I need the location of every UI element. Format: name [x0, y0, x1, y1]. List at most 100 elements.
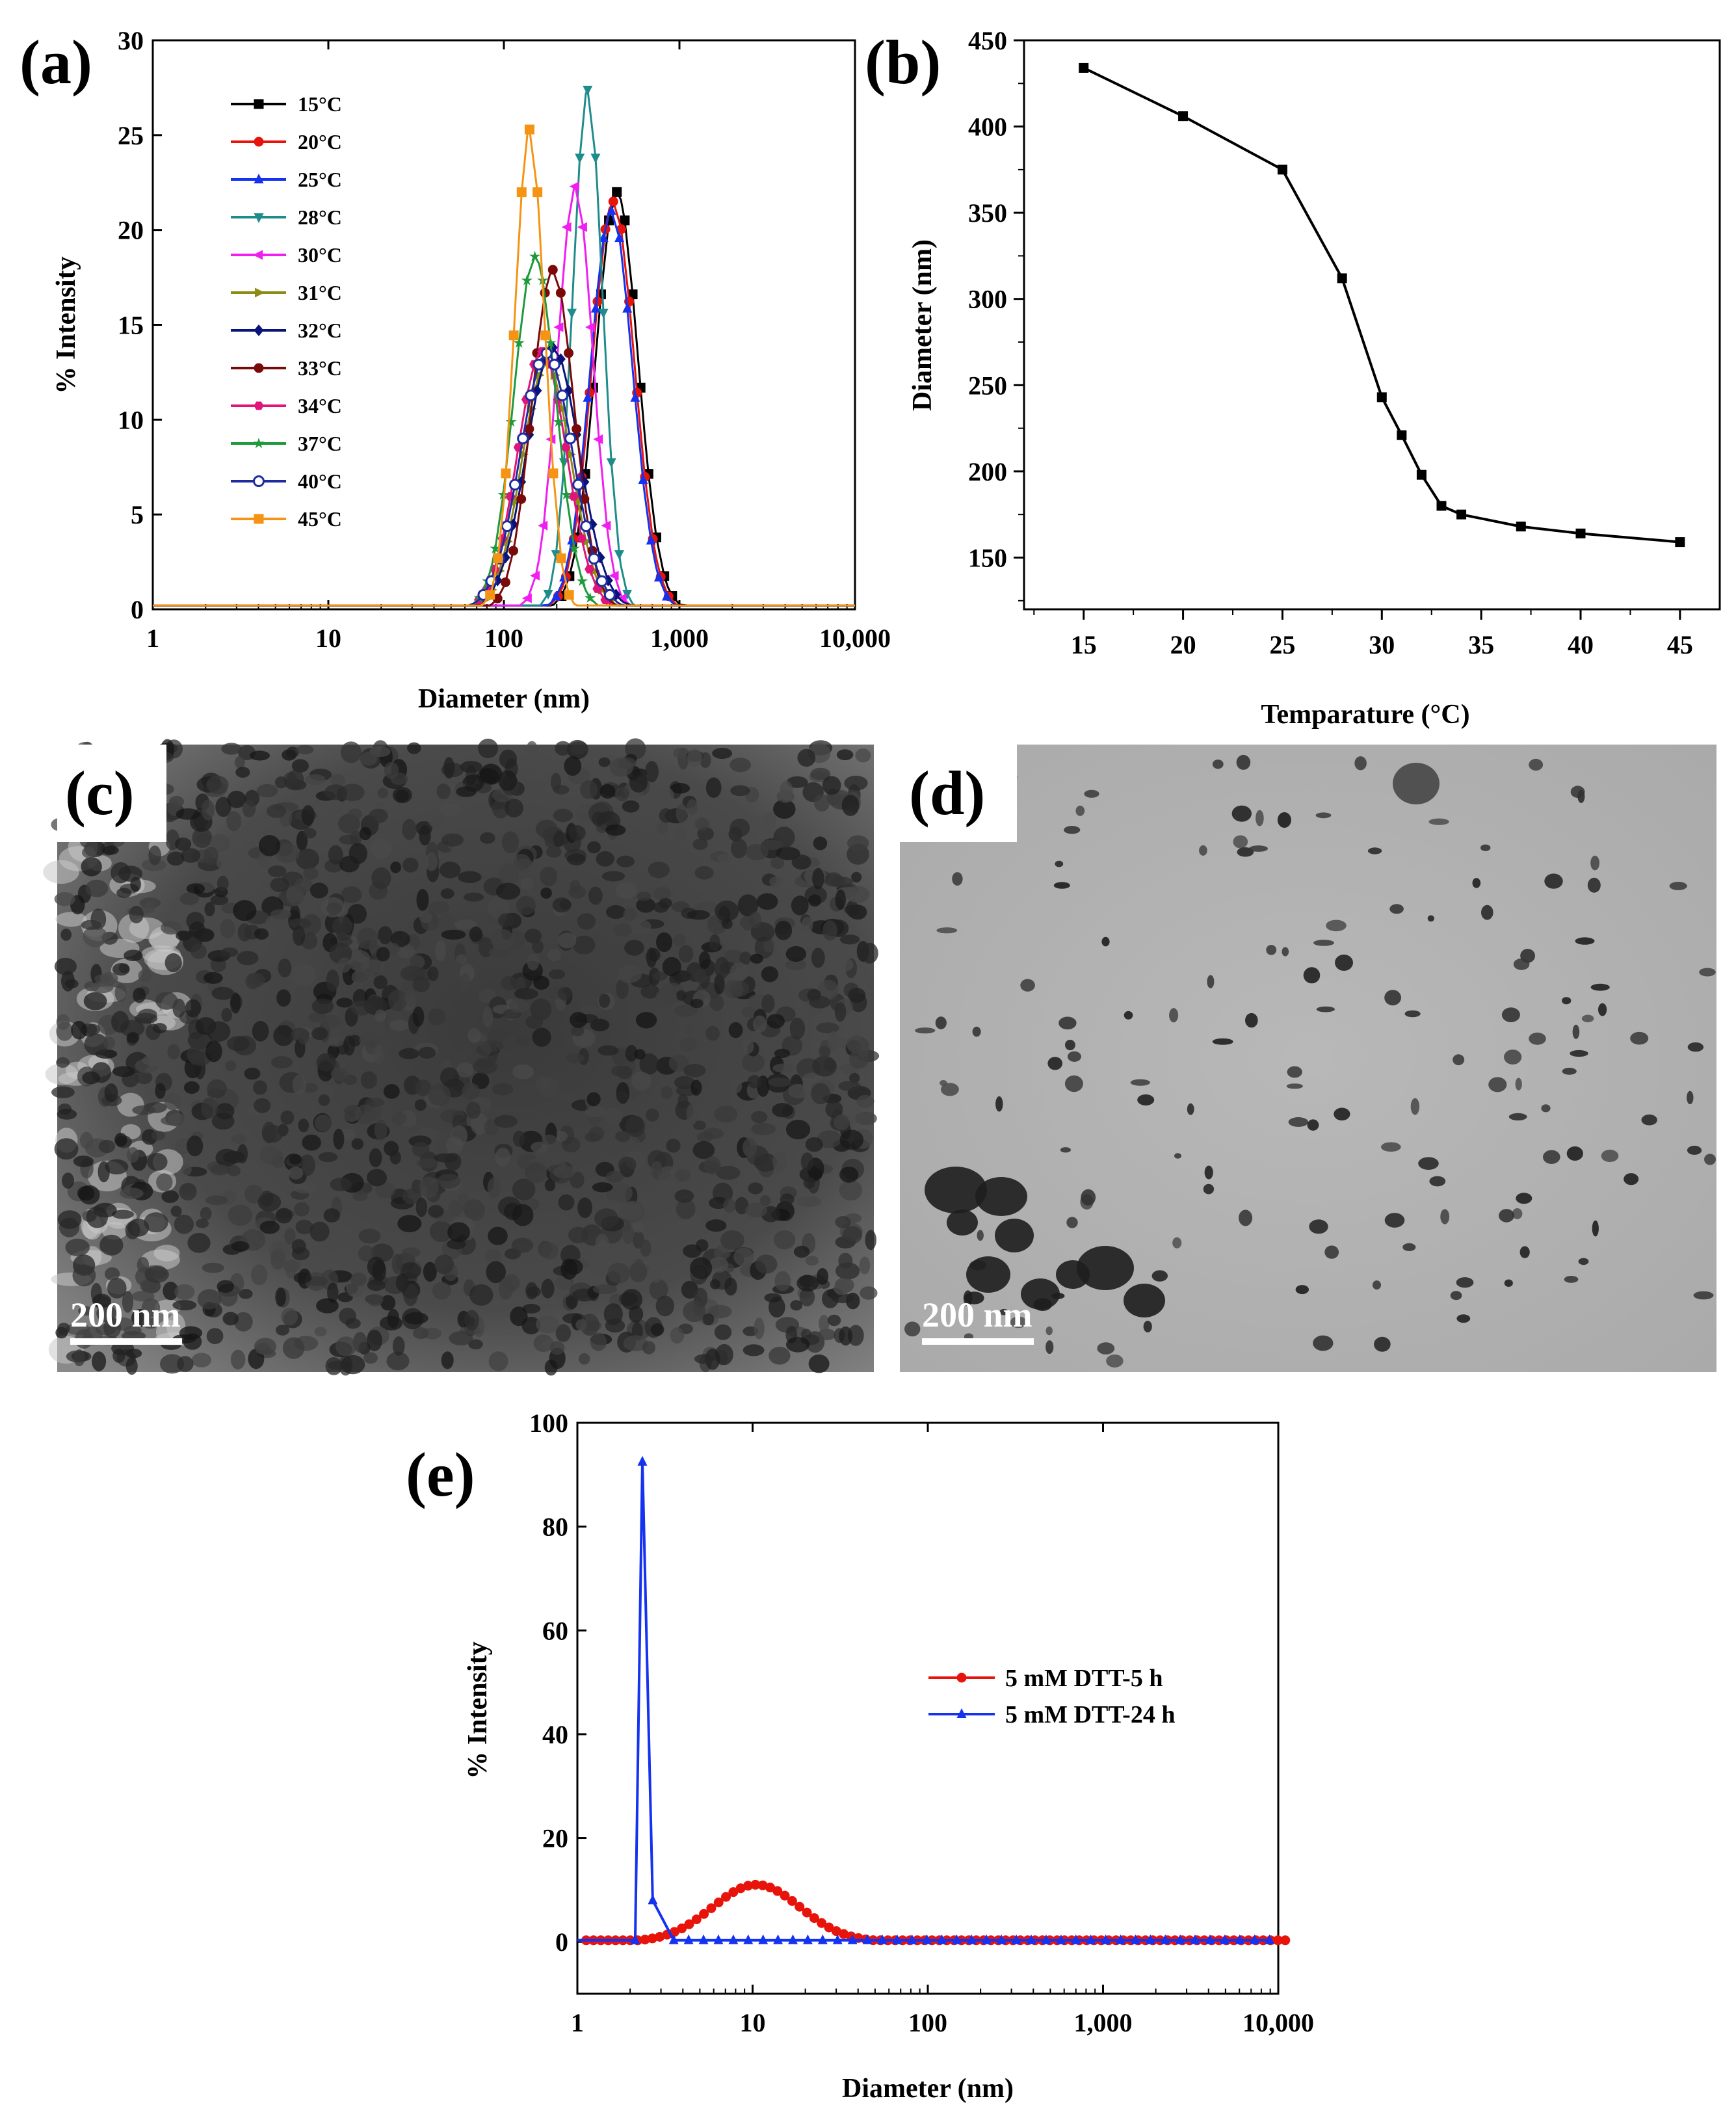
particle [294, 1202, 310, 1217]
particle [289, 1155, 302, 1165]
particle [402, 1247, 421, 1258]
particle [789, 1017, 806, 1040]
particle [186, 1045, 207, 1064]
data-point [505, 416, 517, 427]
particle [202, 1262, 224, 1273]
particle [291, 759, 309, 773]
data-point [772, 1886, 783, 1896]
particle [428, 1008, 446, 1025]
particle [54, 1138, 79, 1160]
particle [1418, 1157, 1439, 1170]
tick-marks: 15 20 25 30 35 40 45 150 200 250 300 350 400 450 [968, 26, 1693, 659]
particle [723, 924, 747, 946]
particle [659, 808, 673, 823]
particle [674, 1189, 694, 1203]
particle [274, 843, 300, 864]
particle [839, 1180, 863, 1201]
particle [825, 1100, 843, 1118]
particle [623, 1335, 648, 1352]
particle [751, 1122, 776, 1135]
particle [487, 1177, 501, 1198]
x-tick-label: 1,000 [1074, 2008, 1133, 2037]
data-point [588, 553, 600, 565]
particle [251, 1264, 268, 1286]
particle [1020, 979, 1035, 992]
particle [817, 1130, 842, 1148]
particle [535, 819, 558, 838]
particle [138, 1009, 157, 1021]
particle [686, 1104, 698, 1126]
particle [399, 1048, 420, 1059]
particle [286, 747, 299, 758]
particle [580, 1314, 599, 1336]
data-point [612, 187, 622, 197]
particle [84, 1033, 109, 1055]
particle [225, 1060, 237, 1072]
particle [327, 1036, 345, 1047]
particle [788, 1083, 809, 1099]
data-point [593, 434, 603, 445]
particle [606, 905, 626, 919]
particle [674, 890, 690, 900]
data-point [648, 1894, 658, 1905]
particle [343, 1035, 355, 1056]
legend-label: 28°C [298, 205, 342, 229]
particle [292, 1074, 307, 1095]
particle [720, 1230, 744, 1250]
data-point [937, 1934, 947, 1944]
particle [1249, 845, 1268, 852]
particle [613, 923, 633, 937]
particle [730, 758, 751, 773]
particle [1286, 1083, 1303, 1089]
particle [499, 863, 519, 886]
particle [1587, 877, 1601, 893]
particle [904, 1321, 921, 1337]
particle [659, 1017, 679, 1039]
particle [524, 929, 542, 944]
particle [425, 853, 438, 871]
particle [335, 1336, 357, 1356]
particle [303, 867, 319, 880]
particle [754, 1153, 778, 1172]
particle [1669, 882, 1687, 890]
particle [221, 1007, 233, 1022]
data-point [1071, 1934, 1081, 1944]
data-point [533, 187, 543, 198]
particle [125, 1357, 138, 1375]
particle [512, 1178, 536, 1200]
particle [570, 1012, 588, 1028]
particle [336, 998, 353, 1008]
particle [326, 970, 339, 992]
particle [557, 932, 577, 949]
particle [540, 887, 552, 899]
particle [773, 799, 796, 819]
particle [834, 1002, 847, 1022]
particle [392, 787, 412, 804]
particle [181, 1164, 192, 1176]
particle [805, 1256, 819, 1266]
particle [1699, 968, 1716, 977]
x-tick-label: 15 [1071, 630, 1097, 659]
legend-entry: 37°C [231, 432, 342, 455]
particle [549, 1341, 565, 1355]
legend-entry: 20°C [231, 130, 342, 153]
particle [705, 1219, 727, 1232]
data-point [517, 432, 529, 445]
x-tick-label: 25 [1269, 630, 1295, 659]
particle [273, 1025, 294, 1046]
particle [427, 966, 439, 981]
particle [1287, 1066, 1302, 1078]
particle [407, 742, 421, 754]
particle [588, 886, 603, 905]
particle [301, 805, 315, 826]
particle [252, 1020, 269, 1042]
particle [316, 1298, 339, 1314]
particle [653, 886, 672, 901]
legend-label: 32°C [298, 319, 342, 342]
plot-frame [1023, 39, 1721, 611]
particle [144, 1212, 168, 1233]
particle [360, 1071, 378, 1089]
data-point [561, 222, 572, 232]
particle [1169, 1008, 1179, 1023]
panel-label-b: (b) [865, 27, 941, 97]
